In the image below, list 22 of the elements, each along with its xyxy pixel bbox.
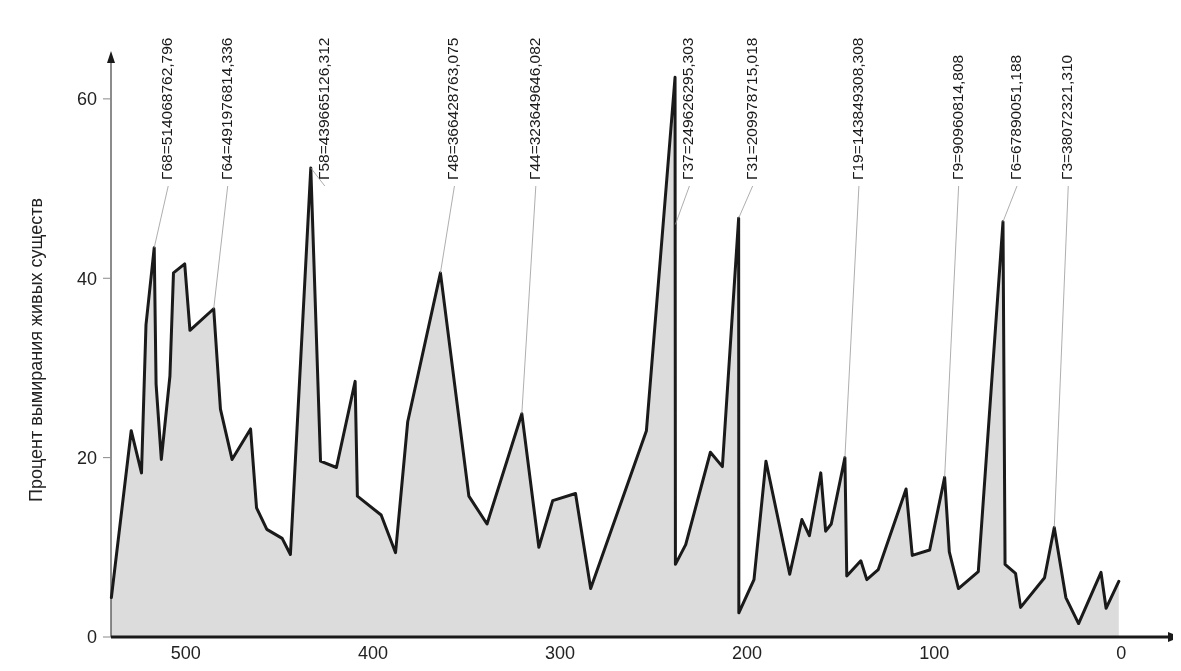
y-tick-label: 60 — [76, 89, 97, 110]
x-tick-label: 300 — [544, 643, 576, 663]
y-tick-label: 40 — [76, 268, 97, 289]
y-tick-label: 0 — [86, 627, 97, 648]
annotation: Г31=209978715,018 — [742, 37, 760, 180]
annotation: Г37=249626295,303 — [679, 37, 697, 180]
x-tick-label: 500 — [170, 643, 201, 663]
annotation: Г68=514068762,796 — [158, 37, 176, 180]
annotation: Г48=366428763,075 — [444, 37, 462, 180]
y-axis-title: Процент вымирания живых существ — [26, 198, 46, 502]
annotation: Г6=67890051,188 — [1007, 54, 1024, 180]
annotation: Г44=323649646,082 — [525, 37, 543, 180]
annotation: Г19=143849308,308 — [848, 37, 866, 180]
annotation: Г9=90960814,808 — [948, 54, 966, 180]
x-tick-label: 0 — [1116, 643, 1127, 663]
x-tick-label: 200 — [732, 643, 763, 663]
annotation: Г3=38072321,310 — [1058, 54, 1076, 180]
y-tick-label: 20 — [76, 447, 97, 468]
annotation: Г64=491976814,336 — [217, 37, 235, 180]
annotation: Г58=439665126,312 — [314, 37, 332, 180]
x-tick-label: 100 — [919, 643, 950, 663]
x-tick-label: 400 — [357, 643, 388, 663]
